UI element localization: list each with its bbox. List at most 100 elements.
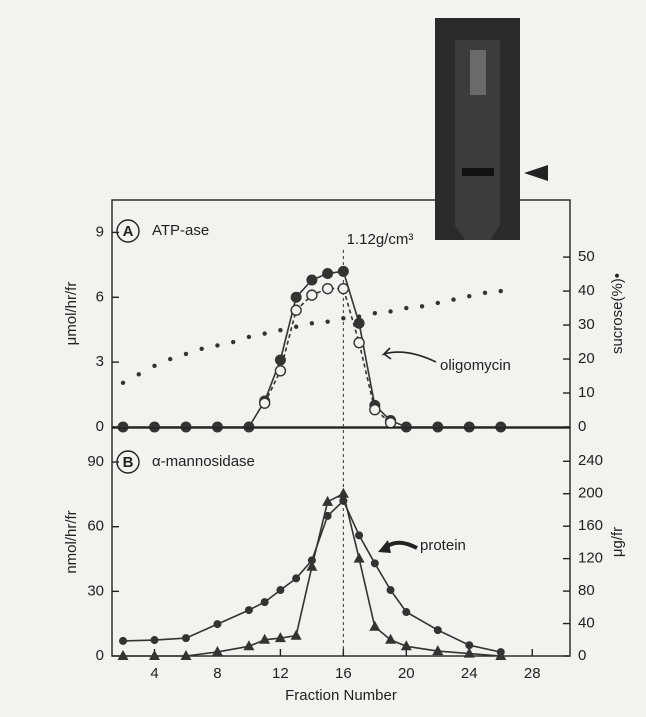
- gel-tube: [455, 40, 500, 240]
- point: [211, 645, 223, 656]
- y2-axis-label: sucrose(%)•: [609, 273, 626, 354]
- point: [495, 421, 507, 433]
- y-tick-label: 3: [96, 353, 104, 370]
- panel-letter: B: [123, 454, 134, 471]
- point: [180, 650, 192, 660]
- point: [498, 288, 503, 294]
- point: [369, 620, 381, 631]
- y2-tick-label: 80: [578, 582, 595, 599]
- point: [337, 265, 349, 277]
- y-tick-label: 0: [96, 418, 104, 435]
- point: [148, 650, 160, 660]
- point: [400, 640, 412, 651]
- point: [274, 632, 286, 643]
- point: [435, 300, 440, 306]
- y2-tick-label: 30: [578, 316, 595, 333]
- point: [258, 397, 271, 409]
- annotation: oligomycin: [440, 357, 511, 374]
- y2-tick-label: 50: [578, 248, 595, 265]
- x-tick-label: 16: [335, 665, 352, 682]
- point: [262, 331, 267, 336]
- point: [246, 334, 252, 340]
- annotation: α-mannosidase: [152, 453, 255, 470]
- point: [355, 531, 364, 540]
- point: [230, 339, 236, 345]
- point: [136, 372, 141, 377]
- point: [353, 336, 365, 349]
- point: [168, 356, 173, 362]
- y2-tick-label: 20: [578, 350, 595, 367]
- y2-tick-label: 10: [578, 384, 595, 401]
- x-tick-label: 28: [524, 665, 541, 682]
- point: [432, 421, 444, 433]
- point: [369, 404, 381, 416]
- point: [244, 606, 253, 615]
- point: [292, 574, 301, 583]
- y2-tick-label: 40: [578, 615, 595, 632]
- point: [353, 552, 365, 563]
- point: [372, 310, 378, 316]
- y2-axis-label: μg/fr: [609, 527, 626, 557]
- annotation: ATP-ase: [152, 222, 209, 239]
- point: [243, 421, 255, 433]
- point: [290, 291, 302, 303]
- point: [293, 324, 299, 329]
- y-axis-label: nmol/hr/fr: [63, 510, 80, 573]
- point: [152, 363, 157, 369]
- x-tick-label: 12: [272, 665, 289, 682]
- point: [384, 416, 397, 429]
- y-axis-label: μmol/hr/fr: [63, 282, 80, 346]
- point: [306, 289, 318, 301]
- point: [213, 620, 222, 629]
- point: [467, 293, 472, 299]
- point: [181, 634, 190, 643]
- y2-tick-label: 40: [578, 282, 595, 299]
- point: [325, 319, 330, 324]
- point: [388, 309, 393, 314]
- y2-tick-label: 240: [578, 452, 603, 469]
- plot-frame: [111, 427, 571, 657]
- band-arrow: [524, 165, 548, 181]
- point: [482, 290, 488, 295]
- point: [290, 629, 302, 640]
- point: [370, 559, 379, 568]
- point: [306, 560, 318, 571]
- point: [117, 650, 129, 660]
- gel-band: [462, 168, 494, 176]
- point: [259, 633, 271, 644]
- x-tick-label: 4: [150, 665, 158, 682]
- point: [341, 316, 346, 321]
- x-tick-label: 24: [461, 665, 478, 682]
- panel-badge: [116, 450, 140, 474]
- point: [309, 321, 315, 326]
- point: [400, 421, 412, 433]
- point: [465, 641, 474, 650]
- point: [243, 640, 255, 651]
- y-tick-label: 6: [96, 288, 104, 305]
- point: [117, 421, 129, 433]
- y2-tick-label: 0: [578, 418, 586, 435]
- point: [419, 304, 425, 309]
- y2-tick-label: 160: [578, 517, 603, 534]
- point: [276, 586, 285, 595]
- panel-letter: A: [123, 223, 134, 240]
- plot-frame: [111, 199, 571, 428]
- y2-tick-label: 120: [578, 550, 603, 567]
- point: [337, 282, 350, 295]
- point: [322, 495, 334, 506]
- point: [386, 586, 395, 595]
- point: [150, 636, 159, 645]
- point: [433, 626, 442, 635]
- point: [404, 305, 409, 311]
- annotation: 1.12g/cm³: [347, 231, 414, 248]
- y-tick-label: 9: [96, 223, 104, 240]
- point: [337, 487, 349, 498]
- x-tick-label: 8: [213, 665, 221, 682]
- point: [278, 327, 283, 333]
- point: [451, 297, 456, 302]
- oligomycin-pointer: [381, 347, 437, 363]
- y-tick-label: 90: [87, 453, 104, 470]
